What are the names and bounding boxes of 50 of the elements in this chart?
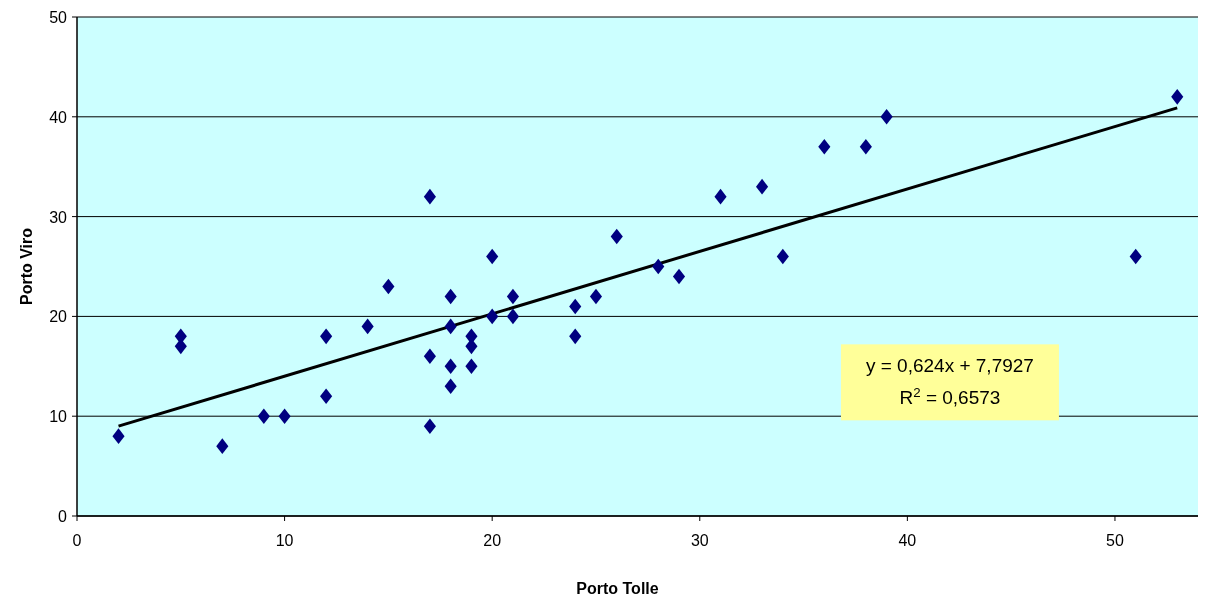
point xyxy=(444,378,457,395)
point xyxy=(652,258,665,275)
point xyxy=(506,308,520,325)
y-tick-label: 40 xyxy=(49,108,68,126)
x-tick-label: 0 xyxy=(72,532,82,549)
point xyxy=(755,178,769,195)
point xyxy=(818,138,831,155)
point xyxy=(257,408,270,424)
point xyxy=(880,109,893,125)
point xyxy=(216,438,229,454)
point xyxy=(672,268,686,285)
x-tick-label: 30 xyxy=(690,532,709,549)
point xyxy=(569,298,582,315)
point xyxy=(589,288,603,305)
x-axis-title: Porto Tolle xyxy=(576,580,659,597)
point xyxy=(320,388,333,405)
point xyxy=(444,288,457,305)
annotation: R$^{2}$ = 0,6573 xyxy=(899,384,1001,409)
point xyxy=(859,138,872,155)
point xyxy=(1171,89,1184,105)
x-tick-label: 50 xyxy=(1106,532,1124,549)
point xyxy=(465,358,478,375)
x-tick-label: 20 xyxy=(483,532,502,549)
point xyxy=(506,288,520,305)
point xyxy=(382,278,395,295)
y-axis-title: Porto Viro xyxy=(18,227,35,306)
point xyxy=(423,188,436,205)
point xyxy=(1129,248,1142,265)
point xyxy=(444,318,457,335)
point xyxy=(776,248,789,265)
x-tick-label: 40 xyxy=(898,532,917,549)
point xyxy=(569,328,582,345)
y-tick-label: 0 xyxy=(58,508,68,525)
annotation: y = 0,624x + 7,7927 xyxy=(865,355,1034,377)
point xyxy=(610,228,623,245)
x-tick-label: 10 xyxy=(275,532,294,549)
y-tick-label: 50 xyxy=(49,9,68,26)
point xyxy=(320,328,333,345)
y-tick-label: 30 xyxy=(49,208,68,226)
y-tick-label: 10 xyxy=(49,408,68,426)
point xyxy=(486,248,499,265)
point xyxy=(423,348,436,365)
y-tick-label: 20 xyxy=(49,308,68,326)
point xyxy=(714,188,727,205)
point xyxy=(278,408,291,424)
point xyxy=(486,308,499,325)
point xyxy=(112,428,125,444)
point xyxy=(444,358,457,375)
point xyxy=(361,318,374,335)
point xyxy=(423,418,436,434)
